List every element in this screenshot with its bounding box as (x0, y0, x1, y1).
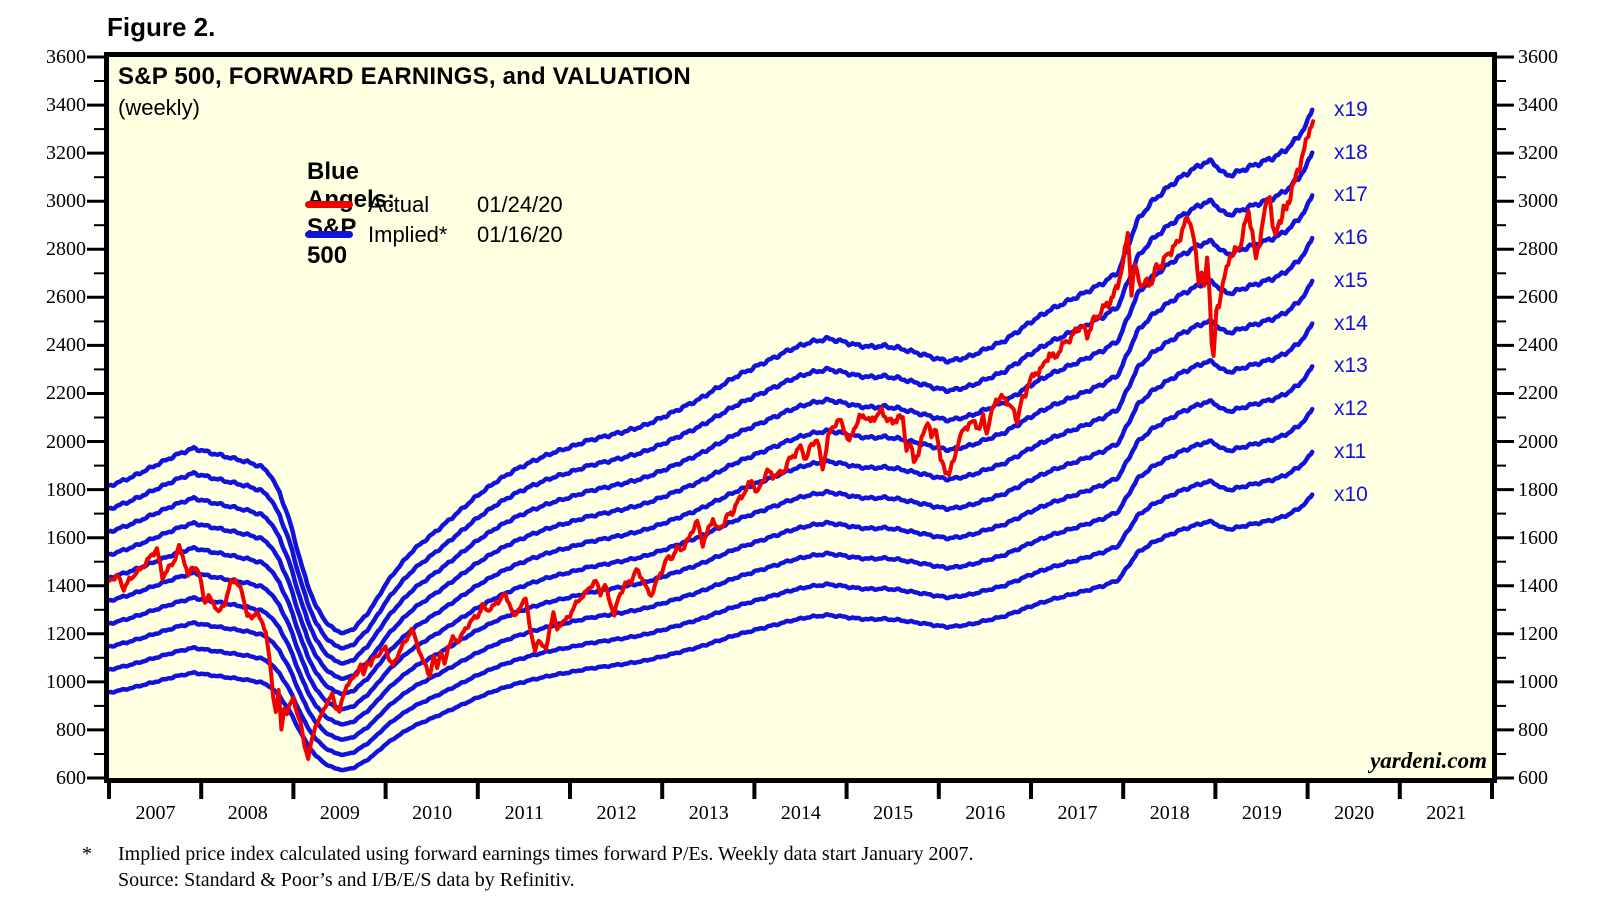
chart-frequency-subtitle: (weekly) (118, 95, 200, 120)
y-axis-label: 800 (56, 718, 86, 741)
pe-multiple-label: x11 (1334, 439, 1367, 463)
y-axis-label: 2000 (46, 430, 86, 453)
y-axis-label: 3000 (46, 190, 86, 213)
y-axis-label: 3000 (1518, 190, 1558, 213)
implied-line-x15 (106, 278, 1315, 697)
actual-line (107, 119, 1316, 761)
year-label: 2007 (135, 802, 176, 824)
year-label: 2015 (873, 802, 914, 824)
pe-multiple-label: x16 (1334, 226, 1368, 250)
implied-line-x13 (106, 364, 1315, 727)
y-axis-label: 2600 (46, 286, 86, 309)
y-axis-label: 1400 (46, 574, 86, 597)
pe-multiple-label: x17 (1334, 183, 1368, 207)
y-axis-label: 1000 (46, 670, 86, 693)
year-label: 2014 (780, 802, 821, 824)
y-axis-label: 1000 (1518, 670, 1558, 693)
y-axis-label: 2200 (1518, 382, 1558, 405)
implied-line-x16 (106, 235, 1315, 682)
y-axis-label: 2800 (1518, 238, 1558, 261)
y-axis-label: 600 (1518, 767, 1548, 789)
implied-line-x19 (106, 107, 1315, 636)
y-axis-label: 3200 (46, 142, 86, 165)
figure-number-label: Figure 2. (107, 12, 216, 42)
year-label: 2018 (1149, 802, 1190, 824)
year-label: 2021 (1426, 802, 1467, 824)
legend-date-actual: 01/24/20 (477, 192, 563, 217)
pe-multiple-label: x15 (1334, 268, 1368, 292)
legend-date-implied: 01/16/20 (477, 222, 563, 247)
pe-multiple-label: x10 (1334, 482, 1368, 506)
y-axis-label: 1400 (1518, 574, 1558, 597)
y-axis-label: 800 (1518, 718, 1548, 741)
year-label: 2010 (412, 802, 453, 824)
year-label: 2020 (1334, 802, 1375, 824)
y-axis-label: 600 (56, 767, 86, 789)
y-axis-label: 2400 (46, 334, 86, 357)
y-axis-label: 2200 (46, 382, 86, 405)
implied-line-x12 (106, 406, 1315, 742)
y-axis-label: 2000 (1518, 430, 1558, 453)
year-label: 2009 (319, 802, 360, 824)
y-axis-label: 3200 (1518, 142, 1558, 165)
y-axis-label: 1800 (1518, 478, 1558, 501)
footnote-line-2: Source: Standard & Poor’s and I/B/E/S da… (118, 869, 575, 891)
year-label: 2012 (596, 802, 637, 824)
y-axis-label: 3400 (46, 94, 86, 117)
pe-multiple-label: x12 (1334, 397, 1368, 421)
y-axis-label: 2400 (1518, 334, 1558, 357)
y-axis-label: 1600 (1518, 526, 1558, 549)
pe-multiple-label: x18 (1334, 140, 1368, 164)
plot-border (104, 52, 1497, 783)
year-label: 2008 (227, 802, 268, 824)
y-axis-label: 1600 (46, 526, 86, 549)
y-axis-label: 3600 (46, 46, 86, 68)
y-axis-label: 3400 (1518, 94, 1558, 117)
y-axis-label: 1200 (1518, 622, 1558, 645)
legend-label-actual: Actual (368, 192, 430, 217)
y-axis-label: 2800 (46, 238, 86, 261)
watermark: yardeni.com (1370, 748, 1487, 773)
year-label: 2017 (1057, 802, 1098, 824)
year-label: 2016 (965, 802, 1006, 824)
actual-line-swatch (305, 201, 353, 208)
legend-label-implied: Implied* (368, 222, 448, 247)
year-label: 2013 (688, 802, 729, 824)
implied-line-x11 (106, 449, 1315, 758)
pe-multiple-label: x14 (1334, 311, 1368, 335)
implied-line-x17 (106, 193, 1315, 666)
implied-line-x18 (106, 150, 1315, 651)
y-axis-label: 3600 (1518, 46, 1558, 68)
y-axis-label: 1200 (46, 622, 86, 645)
implied-line-swatch (305, 231, 353, 238)
footnote-marker: * (82, 843, 92, 865)
chart-title: S&P 500, FORWARD EARNINGS, and VALUATION (118, 63, 691, 90)
pe-multiple-label: x13 (1334, 354, 1368, 378)
pe-multiple-label: x19 (1334, 97, 1368, 121)
y-axis-label: 1800 (46, 478, 86, 501)
footnote-line-1: Implied price index calculated using for… (118, 843, 974, 865)
y-axis-label: 2600 (1518, 286, 1558, 309)
year-label: 2019 (1241, 802, 1282, 824)
year-label: 2011 (504, 802, 544, 824)
